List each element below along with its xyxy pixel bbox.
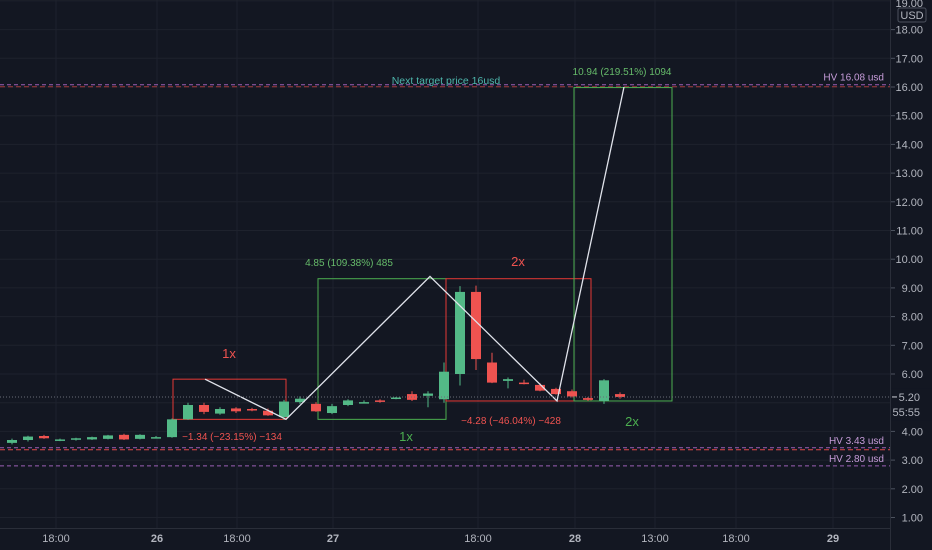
candle-body[interactable] <box>167 419 177 438</box>
price-tick-label: 7.00 <box>902 340 923 352</box>
currency-badge[interactable] <box>897 7 927 23</box>
candle-body[interactable] <box>231 408 241 412</box>
price-tick-label: 11.00 <box>896 226 923 238</box>
candle-body[interactable] <box>183 404 193 420</box>
price-tick-label: 9.00 <box>902 283 923 295</box>
price-tick-label: 10.00 <box>895 254 923 266</box>
long-box-1-label: 4.85 (109.38%) 485 <box>305 258 393 269</box>
price-tick-label: 2.00 <box>902 484 923 496</box>
candle-body[interactable] <box>583 398 593 400</box>
time-axis[interactable]: 18:00 26 18:00 27 18:00 28 13:00 18:00 29 <box>42 533 839 545</box>
price-tick-label: 1.00 <box>902 513 923 525</box>
candle-body[interactable] <box>23 436 33 441</box>
time-tick-label: 18:00 <box>722 533 750 545</box>
currency-label: USD <box>900 10 923 22</box>
candle-body[interactable] <box>71 438 81 440</box>
candle-body[interactable] <box>391 397 401 400</box>
price-axis[interactable]: 1.002.003.004.005.006.007.008.009.0010.0… <box>0 0 932 525</box>
candle-body[interactable] <box>263 410 273 416</box>
multiplier-2x-green: 2x <box>625 414 639 429</box>
price-tick-label: 18.00 <box>895 25 923 37</box>
price-tick-label: 16.00 <box>895 82 923 94</box>
multiplier-1x-red: 1x <box>222 346 236 361</box>
short-box-1-label: −1.34 (−23.15%) −134 <box>182 432 282 443</box>
candle-body[interactable] <box>119 434 129 440</box>
candle-body[interactable] <box>39 435 49 439</box>
next-target-label: Next target price 16usd <box>392 75 501 87</box>
candle-body[interactable] <box>487 362 497 383</box>
candle-body[interactable] <box>375 400 385 402</box>
zigzag-drawing[interactable] <box>204 86 625 421</box>
price-tick-label: 15.00 <box>895 111 923 123</box>
candle-body[interactable] <box>151 437 161 439</box>
candle-body[interactable] <box>359 402 369 404</box>
price-tick-label: 19.00 <box>895 0 923 10</box>
annotations: Next target price 16usd 10.94 (219.51%) 1… <box>182 67 672 444</box>
time-tick-label: 13:00 <box>641 533 669 545</box>
horizontal-levels[interactable]: HV 16.08 usd HV 3.43 usd HV 2.80 usd <box>0 73 890 467</box>
time-tick-label: 27 <box>327 533 339 545</box>
candle-body[interactable] <box>7 440 17 443</box>
candle-body[interactable] <box>311 403 321 412</box>
candle-body[interactable] <box>295 398 305 403</box>
candle-body[interactable] <box>471 291 481 360</box>
level-label: HV 2.80 usd <box>829 454 884 465</box>
candles[interactable] <box>7 285 625 445</box>
price-tick-label: 6.00 <box>902 369 923 381</box>
price-tick-label: 4.00 <box>902 426 923 438</box>
multiplier-2x-red: 2x <box>511 254 525 269</box>
bar-countdown: 55:55 <box>892 407 920 419</box>
time-tick-label: 26 <box>151 533 163 545</box>
multiplier-1x-green: 1x <box>399 429 413 444</box>
candle-body[interactable] <box>519 382 529 385</box>
candle-body[interactable] <box>135 434 145 439</box>
level-label: HV 3.43 usd <box>829 436 884 447</box>
candle-body[interactable] <box>327 406 337 414</box>
candle-body[interactable] <box>103 435 113 439</box>
candle-body[interactable] <box>279 401 289 418</box>
price-tick-label: 17.00 <box>895 53 923 65</box>
candle-body[interactable] <box>87 437 97 440</box>
short-box-2-label: −4.28 (−46.04%) −428 <box>461 416 561 427</box>
candle-body[interactable] <box>343 400 353 405</box>
candle-body[interactable] <box>55 439 65 441</box>
position-boxes[interactable] <box>172 87 673 420</box>
time-tick-label: 29 <box>827 533 839 545</box>
long-box-2-label: 10.94 (219.51%) 1094 <box>573 67 672 78</box>
candle-body[interactable] <box>199 404 209 412</box>
candle-body[interactable] <box>503 379 513 381</box>
candle-body[interactable] <box>599 380 609 401</box>
last-price-value: 5.20 <box>899 392 920 404</box>
level-label: HV 16.08 usd <box>823 73 884 84</box>
candle-body[interactable] <box>439 371 449 400</box>
zigzag-line[interactable] <box>204 86 625 421</box>
time-tick-label: 18:00 <box>42 533 70 545</box>
candle-body[interactable] <box>423 393 433 396</box>
candle-body[interactable] <box>455 291 465 374</box>
price-tick-label: 14.00 <box>895 139 923 151</box>
long-box-2[interactable] <box>573 87 673 402</box>
candle-body[interactable] <box>551 388 561 395</box>
candle-body[interactable] <box>215 409 225 414</box>
last-price-tag[interactable] <box>891 388 932 421</box>
price-tick-label: 3.00 <box>902 455 923 467</box>
price-tick-label: 13.00 <box>895 168 923 180</box>
candle-body[interactable] <box>535 384 545 391</box>
short-box-1[interactable] <box>172 378 287 420</box>
price-tick-label: 8.00 <box>902 312 923 324</box>
price-tick-label: 12.00 <box>895 197 923 209</box>
time-tick-label: 18:00 <box>223 533 251 545</box>
time-tick-label: 18:00 <box>464 533 492 545</box>
candle-body[interactable] <box>615 394 625 397</box>
time-tick-label: 28 <box>569 533 581 545</box>
short-box-2[interactable] <box>445 278 592 402</box>
candle-body[interactable] <box>567 391 577 397</box>
candle-body[interactable] <box>247 409 257 411</box>
